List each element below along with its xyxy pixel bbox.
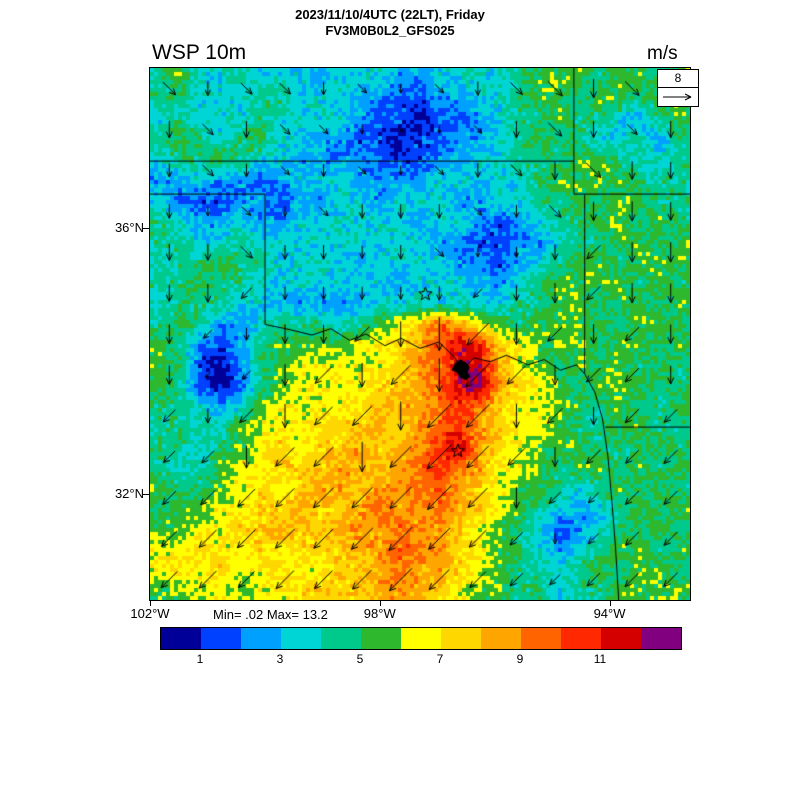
reference-vector-value: 8 [658,70,698,88]
x-axis-label-2: 94°W [593,606,626,621]
weather-map-canvas [150,68,690,600]
x-axis-label-1: 98°W [363,606,396,621]
x-axis-tick-0 [150,600,151,606]
reference-vector-box: 8 [657,69,699,107]
colorbar-segment-3 [281,628,321,649]
y-axis-tick-0 [142,227,149,229]
x-axis-tick-2 [609,600,611,606]
colorbar-segment-12 [641,628,681,649]
colorbar-segment-0 [161,628,201,649]
colorbar-tick-label-0: 1 [196,652,204,666]
colorbar-segment-9 [521,628,561,649]
colorbar-tick-label-3: 7 [436,652,444,666]
colorbar-segment-11 [601,628,641,649]
colorbar-tick-label-2: 5 [356,652,364,666]
plot-title-date: 2023/11/10/4UTC (22LT), Friday [295,7,485,22]
y-axis-label-1: 32°N [114,485,144,501]
colorbar-segment-5 [361,628,401,649]
y-axis-tick-1 [142,493,149,495]
reference-vector-arrow-cell [658,88,698,106]
colorbar-segment-4 [321,628,361,649]
reference-arrow-icon [663,93,692,101]
x-axis-tick-1 [379,600,381,606]
colorbar-tick-label-4: 9 [516,652,524,666]
colorbar-tick-label-5: 11 [593,652,607,666]
x-axis-label-0: 102°W [130,606,170,621]
colorbar-segment-6 [401,628,441,649]
colorbar-segment-10 [561,628,601,649]
y-axis-label-0: 36°N [114,219,144,235]
colorbar [160,627,682,650]
units-label: m/s [647,43,678,64]
min-max-label: Min= .02 Max= 13.2 [213,607,328,622]
colorbar-segment-7 [441,628,481,649]
colorbar-tick-label-1: 3 [276,652,284,666]
colorbar-segment-1 [201,628,241,649]
map-plot-area [149,67,691,601]
plot-title-model: FV3M0B0L2_GFS025 [325,23,455,38]
variable-label: WSP 10m [152,41,247,64]
colorbar-segment-2 [241,628,281,649]
colorbar-segment-8 [481,628,521,649]
